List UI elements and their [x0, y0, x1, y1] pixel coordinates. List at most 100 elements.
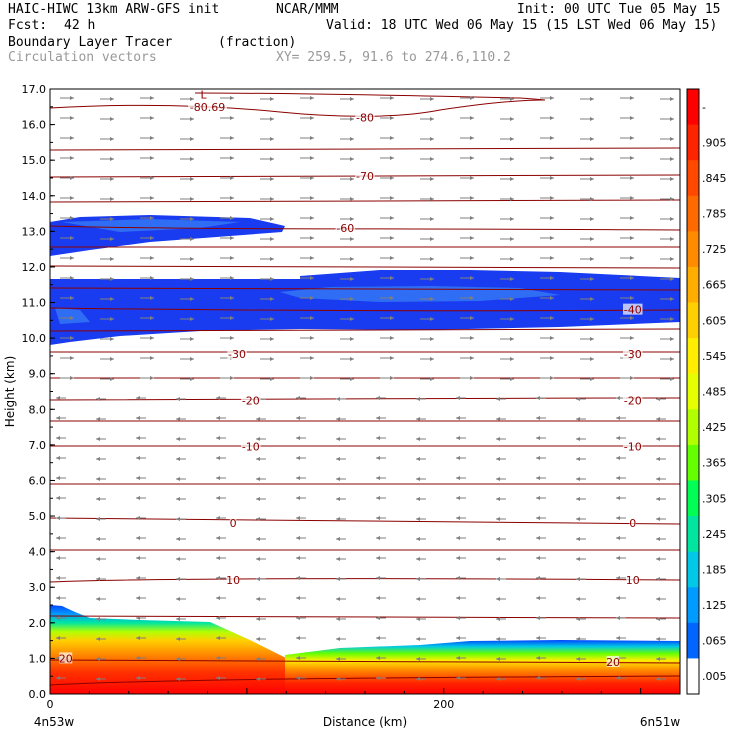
circulation-vector: [140, 116, 154, 120]
y-tick-label: 2.0: [29, 617, 47, 630]
circulation-vector: [656, 437, 666, 441]
circulation-vector: [580, 137, 594, 141]
circulation-vector: [496, 677, 506, 681]
circulation-vector: [216, 676, 226, 680]
circulation-vector: [56, 476, 66, 480]
circulation-vector: [376, 416, 386, 420]
circulation-vector: [416, 637, 426, 641]
circulation-vector: [340, 377, 354, 381]
circulation-vector: [140, 136, 154, 140]
circulation-vector: [416, 597, 426, 601]
circulation-vector: [136, 516, 146, 520]
circulation-vector: [616, 416, 626, 420]
circulation-vector: [416, 677, 426, 681]
y-tick-label: 13.0: [22, 225, 47, 238]
circulation-vector: [456, 456, 466, 460]
circulation-vector: [456, 476, 466, 480]
circulation-vector: [380, 356, 394, 360]
circulation-vector: [256, 477, 266, 481]
circulation-vector: [256, 677, 266, 681]
circulation-vector: [376, 396, 386, 400]
circulation-vector: [660, 317, 674, 321]
circulation-vector: [216, 536, 226, 540]
circulation-vector: [336, 457, 346, 461]
circulation-vector: [256, 417, 266, 421]
init-time: Init: 00 UTC Tue 05 May 15: [517, 2, 721, 17]
circulation-vector: [136, 576, 146, 580]
circulation-vector: [460, 156, 474, 160]
circulation-vector: [620, 336, 634, 340]
y-axis-label: Height (km): [3, 356, 17, 427]
circulation-vector: [100, 197, 114, 201]
circulation-vector: [460, 176, 474, 180]
circulation-vector: [456, 576, 466, 580]
circulation-vector: [540, 276, 554, 280]
circulation-vector: [416, 557, 426, 561]
circulation-vector: [140, 296, 154, 300]
circulation-vector: [420, 217, 434, 221]
circulation-vector: [460, 216, 474, 220]
circulation-vector: [300, 96, 314, 100]
circulation-vector: [660, 97, 674, 101]
circulation-vector: [580, 257, 594, 261]
circulation-vector: [56, 456, 66, 460]
circulation-vector: [180, 217, 194, 221]
circulation-vector: [616, 436, 626, 440]
circulation-vector: [616, 536, 626, 540]
circulation-vector: [180, 237, 194, 241]
circulation-vector: [580, 117, 594, 121]
circulation-vector: [576, 497, 586, 501]
circulation-vector: [176, 417, 186, 421]
circulation-vector: [216, 436, 226, 440]
circulation-vector: [100, 377, 114, 381]
circulation-vector: [380, 296, 394, 300]
circulation-vector: [340, 217, 354, 221]
circulation-vector: [56, 636, 66, 640]
circulation-vector: [256, 657, 266, 661]
circulation-vector: [300, 116, 314, 120]
axes: 0.0 1.0 2.0 3.0 4.0 5.0 6.0 7.0 8.0 9.0 10.0 11.0 12…: [3, 83, 681, 729]
circulation-vector: [420, 137, 434, 141]
circulation-vector: [456, 536, 466, 540]
circulation-vector: [380, 176, 394, 180]
circulation-vector: [136, 636, 146, 640]
circulation-vector: [380, 236, 394, 240]
circulation-vector: [580, 337, 594, 341]
field-name: Boundary Layer Tracer: [8, 35, 173, 50]
circulation-vector: [56, 516, 66, 520]
circulation-vector: [296, 456, 306, 460]
circulation-vector: [140, 276, 154, 280]
circulation-vector: [136, 396, 146, 400]
circulation-vector: [456, 616, 466, 620]
circulation-vector: [456, 516, 466, 520]
circulation-vector: [60, 116, 74, 120]
contour-label: -20: [624, 394, 642, 407]
contour-label: 10: [626, 574, 640, 587]
circulation-vector: [300, 276, 314, 280]
circulation-vector: [136, 496, 146, 500]
circulation-vector: [180, 357, 194, 361]
circulation-vector: [616, 596, 626, 600]
circulation-vector: [660, 357, 674, 361]
circulation-vector: [56, 556, 66, 560]
circulation-vector: [220, 256, 234, 260]
y-tick-label: 3.0: [29, 581, 47, 594]
circulation-vector: [100, 257, 114, 261]
circulation-vector: [580, 157, 594, 161]
circulation-vector: [220, 176, 234, 180]
circulation-vector: [576, 657, 586, 661]
circulation-vector: [580, 197, 594, 201]
circulation-vector: [96, 637, 106, 641]
circulation-vector: [656, 677, 666, 681]
y-tick-label: 6.0: [29, 474, 47, 487]
circulation-vector: [256, 457, 266, 461]
circulation-vector: [420, 257, 434, 261]
circulation-vector: [96, 477, 106, 481]
circulation-vector: [380, 376, 394, 380]
circulation-vector: [100, 357, 114, 361]
circulation-vector: [576, 417, 586, 421]
circulation-vector: [660, 197, 674, 201]
circulation-vector: [56, 616, 66, 620]
circulation-vector: [496, 497, 506, 501]
